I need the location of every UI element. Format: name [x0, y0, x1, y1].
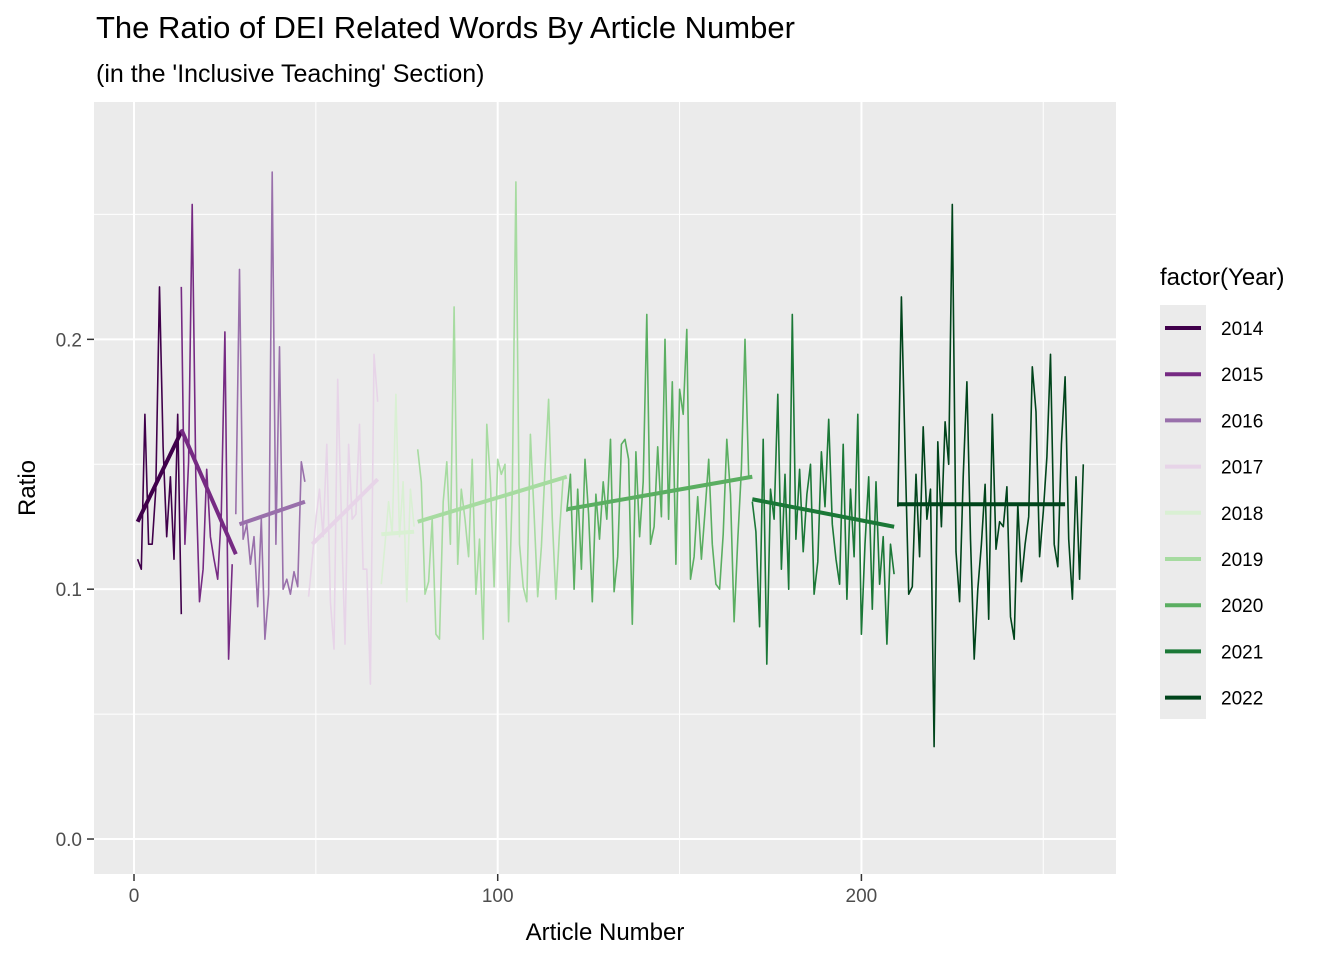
chart-subtitle: (in the 'Inclusive Teaching' Section) [96, 60, 485, 88]
trend-line-2019 [417, 474, 568, 524]
series-line-2020 [566, 313, 750, 626]
series-line-2015 [180, 203, 233, 660]
x-tick-label: 200 [846, 886, 878, 907]
trend-line-2014 [135, 430, 184, 523]
trend-lines [135, 428, 1066, 556]
x-tick-label: 100 [482, 886, 514, 907]
trend-line-2017 [310, 477, 380, 546]
trend-line-2016 [238, 499, 306, 527]
trend-line-2018 [381, 529, 415, 537]
series-line-2021 [751, 313, 895, 665]
legend-label-2021: 2021 [1221, 642, 1263, 663]
legend: factor(Year) 2014 2015 2016 2017 2018 2019 202… [1160, 264, 1285, 719]
trend-line-2021 [751, 497, 895, 529]
legend-label-2020: 2020 [1221, 596, 1263, 617]
y-axis-title: Ratio [14, 460, 41, 516]
series-line-2016 [235, 171, 306, 641]
x-axis-title: Article Number [526, 919, 685, 946]
legend-label-2017: 2017 [1221, 458, 1263, 479]
y-tick-label: 0.1 [56, 580, 82, 601]
legend-title: factor(Year) [1160, 264, 1285, 291]
legend-label-2016: 2016 [1221, 411, 1263, 432]
legend-label-2019: 2019 [1221, 550, 1263, 571]
data-lines [136, 171, 1085, 748]
legend-items: 2014 2015 2016 2017 2018 2019 2020 2021 2022 [1165, 319, 1264, 710]
trend-line-2015 [179, 428, 238, 556]
series-line-2019 [416, 181, 564, 641]
legend-label-2015: 2015 [1221, 365, 1263, 386]
x-axis-ticks: 0 100 200 [129, 874, 878, 907]
trend-line-2020 [566, 474, 753, 512]
plot-panel [94, 102, 1116, 874]
y-axis-ticks: 0.0 0.1 0.2 [56, 330, 94, 851]
y-tick-label: 0.0 [56, 830, 82, 851]
chart-title: The Ratio of DEI Related Words By Articl… [96, 10, 795, 45]
minor-gridlines [94, 102, 1116, 874]
legend-label-2014: 2014 [1221, 319, 1264, 340]
y-tick-label: 0.2 [56, 330, 82, 351]
series-line-2014 [136, 286, 183, 615]
series-line-2017 [307, 353, 379, 685]
major-gridlines [94, 102, 1116, 874]
legend-label-2022: 2022 [1221, 689, 1263, 710]
x-tick-label: 0 [129, 886, 140, 907]
series-line-2018 [380, 393, 415, 603]
legend-label-2018: 2018 [1221, 504, 1263, 525]
